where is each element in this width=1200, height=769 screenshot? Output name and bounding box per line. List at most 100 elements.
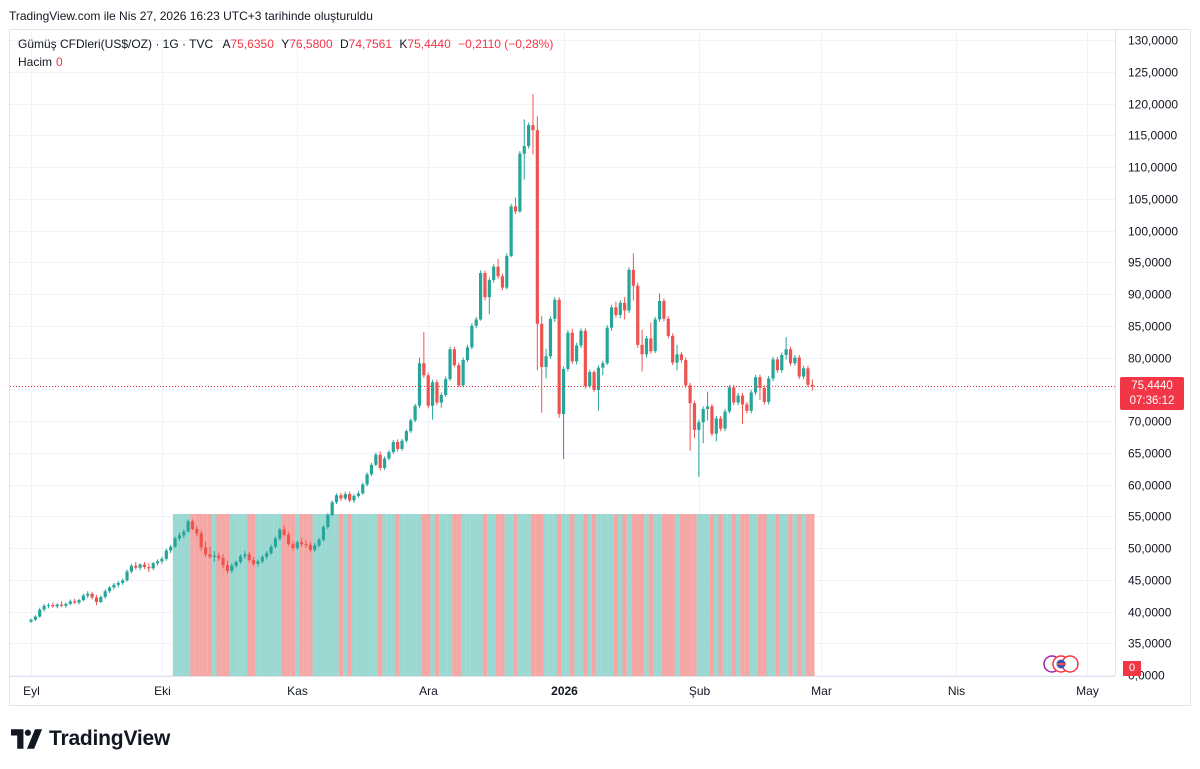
volume-bar — [596, 514, 600, 676]
volume-label[interactable]: Hacim — [18, 55, 52, 69]
tradingview-brand[interactable]: TradingView — [11, 726, 170, 752]
volume-bar — [212, 514, 216, 676]
candle-body — [422, 363, 425, 375]
volume-bar — [387, 514, 391, 676]
candle-body — [304, 544, 307, 545]
candle-body — [287, 535, 290, 545]
x-tick-label: Ara — [419, 684, 438, 698]
candle-body — [431, 382, 434, 405]
candle-body — [658, 301, 661, 319]
volume-bar — [487, 514, 491, 676]
volume-bar — [679, 514, 683, 676]
candle-body — [352, 496, 355, 500]
y-tick-label: 40,0000 — [1128, 606, 1172, 620]
candle-body — [387, 452, 390, 458]
candle-body — [457, 365, 460, 385]
volume-bar — [234, 514, 238, 676]
candle-body — [579, 331, 582, 346]
volume-bar — [282, 514, 286, 676]
price-chart[interactable]: 130,0000125,0000120,0000115,0000110,0000… — [0, 0, 1200, 769]
y-tick-label: 120,0000 — [1128, 98, 1178, 112]
volume-bar — [483, 514, 487, 676]
candle-body — [60, 605, 63, 606]
candle-body — [448, 349, 451, 379]
candle-body — [252, 560, 255, 564]
countdown-timer: 07:36:12 — [1120, 394, 1184, 409]
candle-body — [239, 556, 242, 562]
candle-body — [130, 566, 133, 572]
tradingview-logo-icon — [11, 729, 43, 749]
x-tick-label: Şub — [689, 684, 711, 698]
candle-body — [414, 406, 417, 421]
volume-bar — [714, 514, 718, 676]
volume-bar — [247, 514, 251, 676]
x-tick-label: Eyl — [23, 684, 40, 698]
candle-body — [99, 597, 102, 602]
volume-bar — [361, 514, 365, 676]
volume-bar — [535, 514, 539, 676]
volume-bar — [666, 514, 670, 676]
candle-body — [86, 594, 89, 596]
volume-bar — [313, 514, 317, 676]
candle-body — [147, 567, 150, 568]
candle-body — [178, 535, 181, 538]
volume-bar — [644, 514, 648, 676]
volume-bar — [400, 514, 404, 676]
volume-bar — [269, 514, 273, 676]
y-tick-label: 45,0000 — [1128, 574, 1172, 588]
candle-body — [112, 585, 115, 588]
candle-body — [641, 345, 644, 355]
close-value: 75,4440 — [407, 37, 450, 51]
candle-body — [200, 533, 203, 547]
volume-bar — [561, 514, 565, 676]
volume-bar — [749, 514, 753, 676]
x-axis: Eyl Eki Kas Ara 2026 Şub Mar Nis May — [23, 684, 1099, 698]
candle-body — [732, 387, 735, 402]
volume-bar — [513, 514, 517, 676]
volume-bar — [675, 514, 679, 676]
candle-body — [208, 554, 211, 557]
volume-bar — [727, 514, 731, 676]
volume-bar — [531, 514, 535, 676]
volume-bar — [435, 514, 439, 676]
candle-body — [671, 336, 674, 363]
candle-body — [654, 319, 657, 351]
candle-body — [366, 474, 369, 484]
candle-body — [121, 580, 124, 583]
volume-bar — [378, 514, 382, 676]
volume-bar — [352, 514, 356, 676]
candle-body — [427, 375, 430, 405]
volume-bar — [203, 514, 207, 676]
change-value: −0,2110 (−0,28%) — [458, 37, 553, 51]
volume-bar — [627, 514, 631, 676]
candle-body — [706, 406, 709, 409]
volume-bar — [238, 514, 242, 676]
candle-body — [256, 561, 259, 564]
candle-body — [754, 377, 757, 392]
open-label: A — [222, 37, 230, 51]
symbol-label[interactable]: Gümüş CFDleri(US$/OZ) · 1G · TVC — [18, 37, 213, 51]
y-tick-label: 60,0000 — [1128, 479, 1172, 493]
candle-body — [536, 130, 539, 324]
candle-body — [719, 418, 722, 428]
candle-body — [91, 594, 94, 598]
volume-bar — [461, 514, 465, 676]
volume-bar — [470, 514, 474, 676]
candle-body — [745, 404, 748, 410]
volume-bar — [753, 514, 757, 676]
volume-bar — [382, 514, 386, 676]
volume-bar — [448, 514, 452, 676]
volume-bar — [788, 514, 792, 676]
volume-bar — [771, 514, 775, 676]
volume-bar — [243, 514, 247, 676]
volume-bar — [208, 514, 212, 676]
candle-body — [331, 502, 334, 515]
volume-bar — [326, 514, 330, 676]
candle-body — [715, 418, 718, 433]
volume-bar — [260, 514, 264, 676]
volume-bar — [766, 514, 770, 676]
candle-body — [165, 551, 168, 559]
candle-body — [278, 530, 281, 539]
candle-body — [213, 556, 216, 557]
candle-body — [440, 395, 443, 403]
